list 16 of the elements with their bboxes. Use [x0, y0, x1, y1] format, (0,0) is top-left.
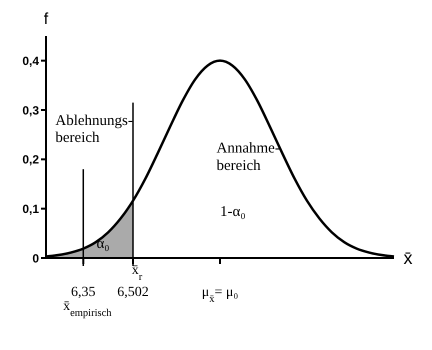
y-tick-label: 0,3 [22, 103, 40, 118]
x-tick-label: μ$_{x̄}$= μ₀ [202, 285, 238, 304]
x-tick-label: 6,502 [117, 285, 149, 300]
y-tick-label: 0 [32, 251, 40, 266]
x-tick-label: 6,35 [71, 285, 96, 300]
annotation: α₀ [96, 236, 110, 252]
text: x̄$_{empirisch}$ [63, 299, 112, 318]
y-tick-label: 0,4 [22, 54, 40, 68]
y-axis-title: f [44, 11, 49, 28]
annotation: 1-α₀ [220, 204, 246, 220]
annotation: Annahme- bereich [216, 140, 280, 174]
x-axis-title: x̄ [404, 248, 412, 268]
y-tick-label: 0,2 [22, 152, 40, 167]
annotation: Ablehnungs- bereich [55, 112, 133, 146]
y-tick-label: 0,1 [22, 202, 40, 216]
text: x̄$_{r}$ [132, 263, 143, 282]
